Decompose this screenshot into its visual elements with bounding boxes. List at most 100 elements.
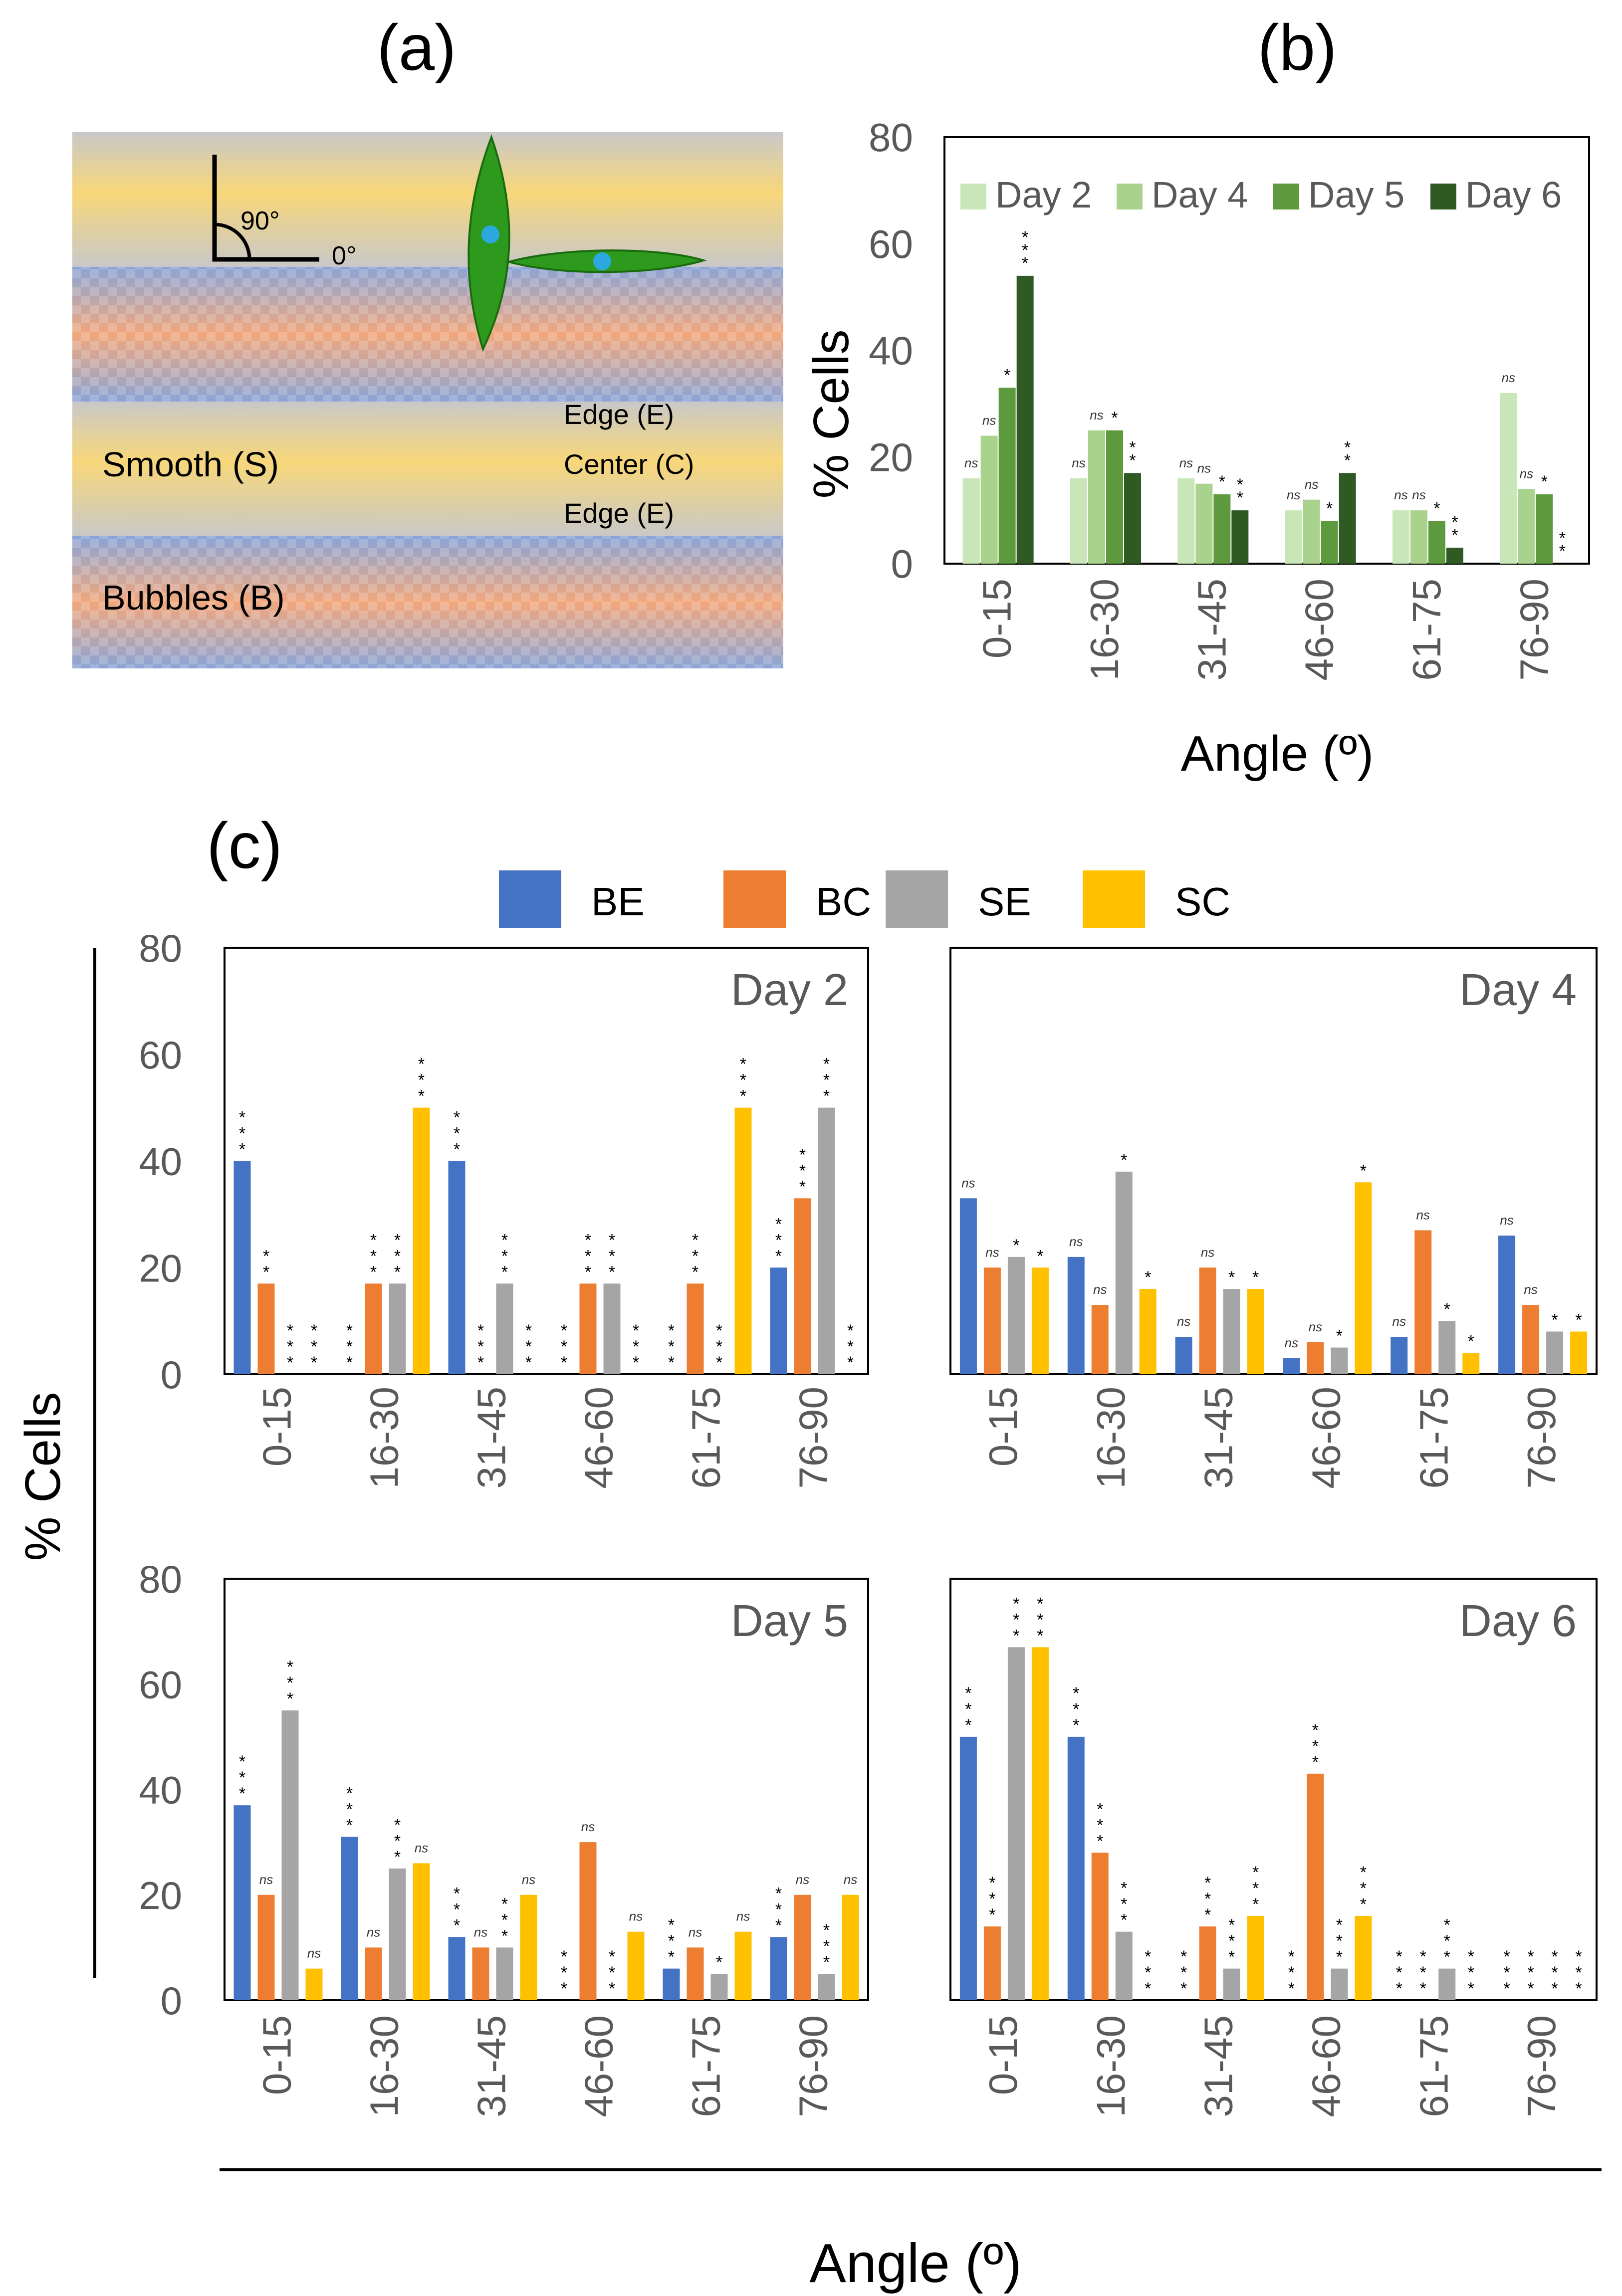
chart-c-bar xyxy=(1199,1267,1216,1374)
chart-c-bar xyxy=(1438,1968,1456,2000)
chart-c-bar xyxy=(1139,1289,1157,1374)
chart-c-legend-label-BE: BE xyxy=(591,879,645,924)
chart-c-annotation: ns xyxy=(1524,1282,1537,1297)
chart-c-annotation: * xyxy=(609,1247,615,1265)
chart-c-annotation: * xyxy=(1336,1327,1343,1346)
chart-c-annotation: * xyxy=(609,1231,615,1250)
chart-c-annotation: * xyxy=(239,1752,245,1771)
chart-c-annotation: ns xyxy=(796,1872,809,1887)
chart-c-xtick: 16-30 xyxy=(1089,2015,1133,2117)
chart-c-annotation: * xyxy=(1551,1311,1558,1330)
bubble-texture-top xyxy=(72,267,783,402)
chart-c-annotation: * xyxy=(346,1816,353,1835)
chart-c-bar xyxy=(818,1107,835,1374)
chart-b-legend-label: Day 4 xyxy=(1152,174,1248,215)
chart-c-annotation: * xyxy=(1503,1963,1510,1982)
chart-c-annotation: * xyxy=(1013,1594,1019,1613)
chart-c-annotation: * xyxy=(775,1916,782,1935)
chart-c-annotation: * xyxy=(418,1055,425,1074)
chart-c-bar xyxy=(983,1267,1001,1374)
chart-c-annotation: * xyxy=(668,1353,675,1372)
chart-c-annotation: * xyxy=(609,1963,615,1982)
chart-b-annotation: ns xyxy=(1179,455,1193,470)
chart-b-annotation: * xyxy=(1433,499,1440,518)
chart-c-bar xyxy=(1067,1736,1085,2000)
chart-c-xtick: 46-60 xyxy=(577,1387,621,1489)
chart-b-annotation: * xyxy=(1219,472,1225,491)
chart-c-annotation: * xyxy=(1503,1947,1510,1966)
chart-c-annotation: * xyxy=(668,1948,675,1967)
chart-c-annotation: * xyxy=(1468,1963,1474,1982)
chart-c-annotation: ns xyxy=(1500,1213,1513,1228)
chart-c-annotation: * xyxy=(525,1337,532,1356)
chart-c-xtick: 46-60 xyxy=(577,2015,621,2117)
chart-c-annotation: * xyxy=(370,1231,377,1250)
chart-c-ytick: 40 xyxy=(139,1768,182,1812)
chart-c-annotation: * xyxy=(1444,1948,1450,1967)
chart-b-frame xyxy=(943,136,1590,565)
chart-c-annotation: * xyxy=(1097,1832,1103,1851)
chart-c-legend-label-SE: SE xyxy=(978,879,1031,924)
chart-c-xtick: 0-15 xyxy=(255,1387,299,1466)
panel-label-c: (c) xyxy=(207,809,282,882)
chart-b-bar xyxy=(1446,547,1463,564)
chart-c-annotation: * xyxy=(989,1874,995,1892)
chart-b-annotation: * xyxy=(1451,513,1458,532)
angle-90-label: 90° xyxy=(240,207,280,235)
chart-c-annotation: * xyxy=(394,1848,401,1867)
chart-c-annotation: ns xyxy=(581,1819,595,1834)
chart-c-annotation: * xyxy=(1121,1879,1127,1898)
chart-c-bar xyxy=(1331,1347,1348,1374)
chart-c-annotation: ns xyxy=(307,1946,321,1961)
chart-b-x-ticks: 0-15 16-30 31-45 46-60 61-75 76-90 xyxy=(975,579,1557,681)
chart-c-annotation: * xyxy=(775,1900,782,1919)
chart-b-bar xyxy=(1536,494,1553,564)
chart-c-annotation: * xyxy=(311,1353,317,1372)
chart-c-bar xyxy=(448,1161,465,1374)
chart-c-annotation: * xyxy=(668,1321,675,1340)
chart-c-xtick: 16-30 xyxy=(362,2015,407,2117)
chart-c-annotation: * xyxy=(1228,1932,1235,1951)
chart-b-bar xyxy=(1339,473,1356,564)
chart-c-bar xyxy=(1091,1853,1109,2000)
chart-c-xtick: 46-60 xyxy=(1304,2015,1348,2117)
chart-b-bar xyxy=(1428,521,1445,564)
chart-b-xtick: 61-75 xyxy=(1404,579,1449,681)
chart-b-legend-swatch xyxy=(1117,184,1143,209)
chart-c-xtick: 31-45 xyxy=(1196,1387,1241,1489)
chart-b-ytick: 20 xyxy=(869,435,913,479)
chart-c-annotation: * xyxy=(775,1231,782,1250)
chart-b-annotation: * xyxy=(1344,438,1351,457)
chart-c-annotation: * xyxy=(1228,1268,1235,1287)
chart-c-bar xyxy=(257,1283,275,1374)
chart-c-annotation: * xyxy=(454,1916,460,1935)
chart-b-legend-label: Day 6 xyxy=(1465,174,1562,215)
chart-b-xtick: 31-45 xyxy=(1189,579,1234,681)
chart-c-annotation: * xyxy=(1204,1889,1211,1908)
chart-c-annotation: * xyxy=(1228,1916,1235,1935)
chart-c-annotation: * xyxy=(668,1337,675,1356)
chart-c-legend-label-SC: SC xyxy=(1175,879,1230,924)
chart-c-annotation: * xyxy=(1097,1816,1103,1835)
right-angle-icon xyxy=(212,155,319,262)
chart-c-annotation: * xyxy=(477,1337,484,1356)
chart-b-annotation: * xyxy=(1237,488,1243,507)
chart-c-annotation: * xyxy=(394,1816,401,1835)
chart-c-bar xyxy=(389,1868,406,2000)
chart-b-annotation: * xyxy=(1022,241,1028,260)
chart-c-annotation: * xyxy=(1360,1161,1367,1180)
chart-c-ytick: 60 xyxy=(139,1033,182,1077)
chart-c-annotation: * xyxy=(1013,1236,1019,1255)
chart-c-annotation: * xyxy=(823,1937,830,1956)
chart-c-annotation: * xyxy=(1396,1947,1402,1966)
chart-c-annotation: * xyxy=(633,1353,639,1372)
chart-b-bar xyxy=(1088,430,1105,564)
chart-c-ytick: 80 xyxy=(139,1557,182,1601)
chart-c-bar xyxy=(794,1198,811,1374)
chart-c-annotation: * xyxy=(965,1700,971,1719)
chart-c-xtick: 0-15 xyxy=(981,2015,1025,2095)
chart-c-annotation: * xyxy=(716,1337,722,1356)
chart-c-annotation: * xyxy=(989,1889,995,1908)
chart-c-bar xyxy=(1355,1916,1372,2000)
